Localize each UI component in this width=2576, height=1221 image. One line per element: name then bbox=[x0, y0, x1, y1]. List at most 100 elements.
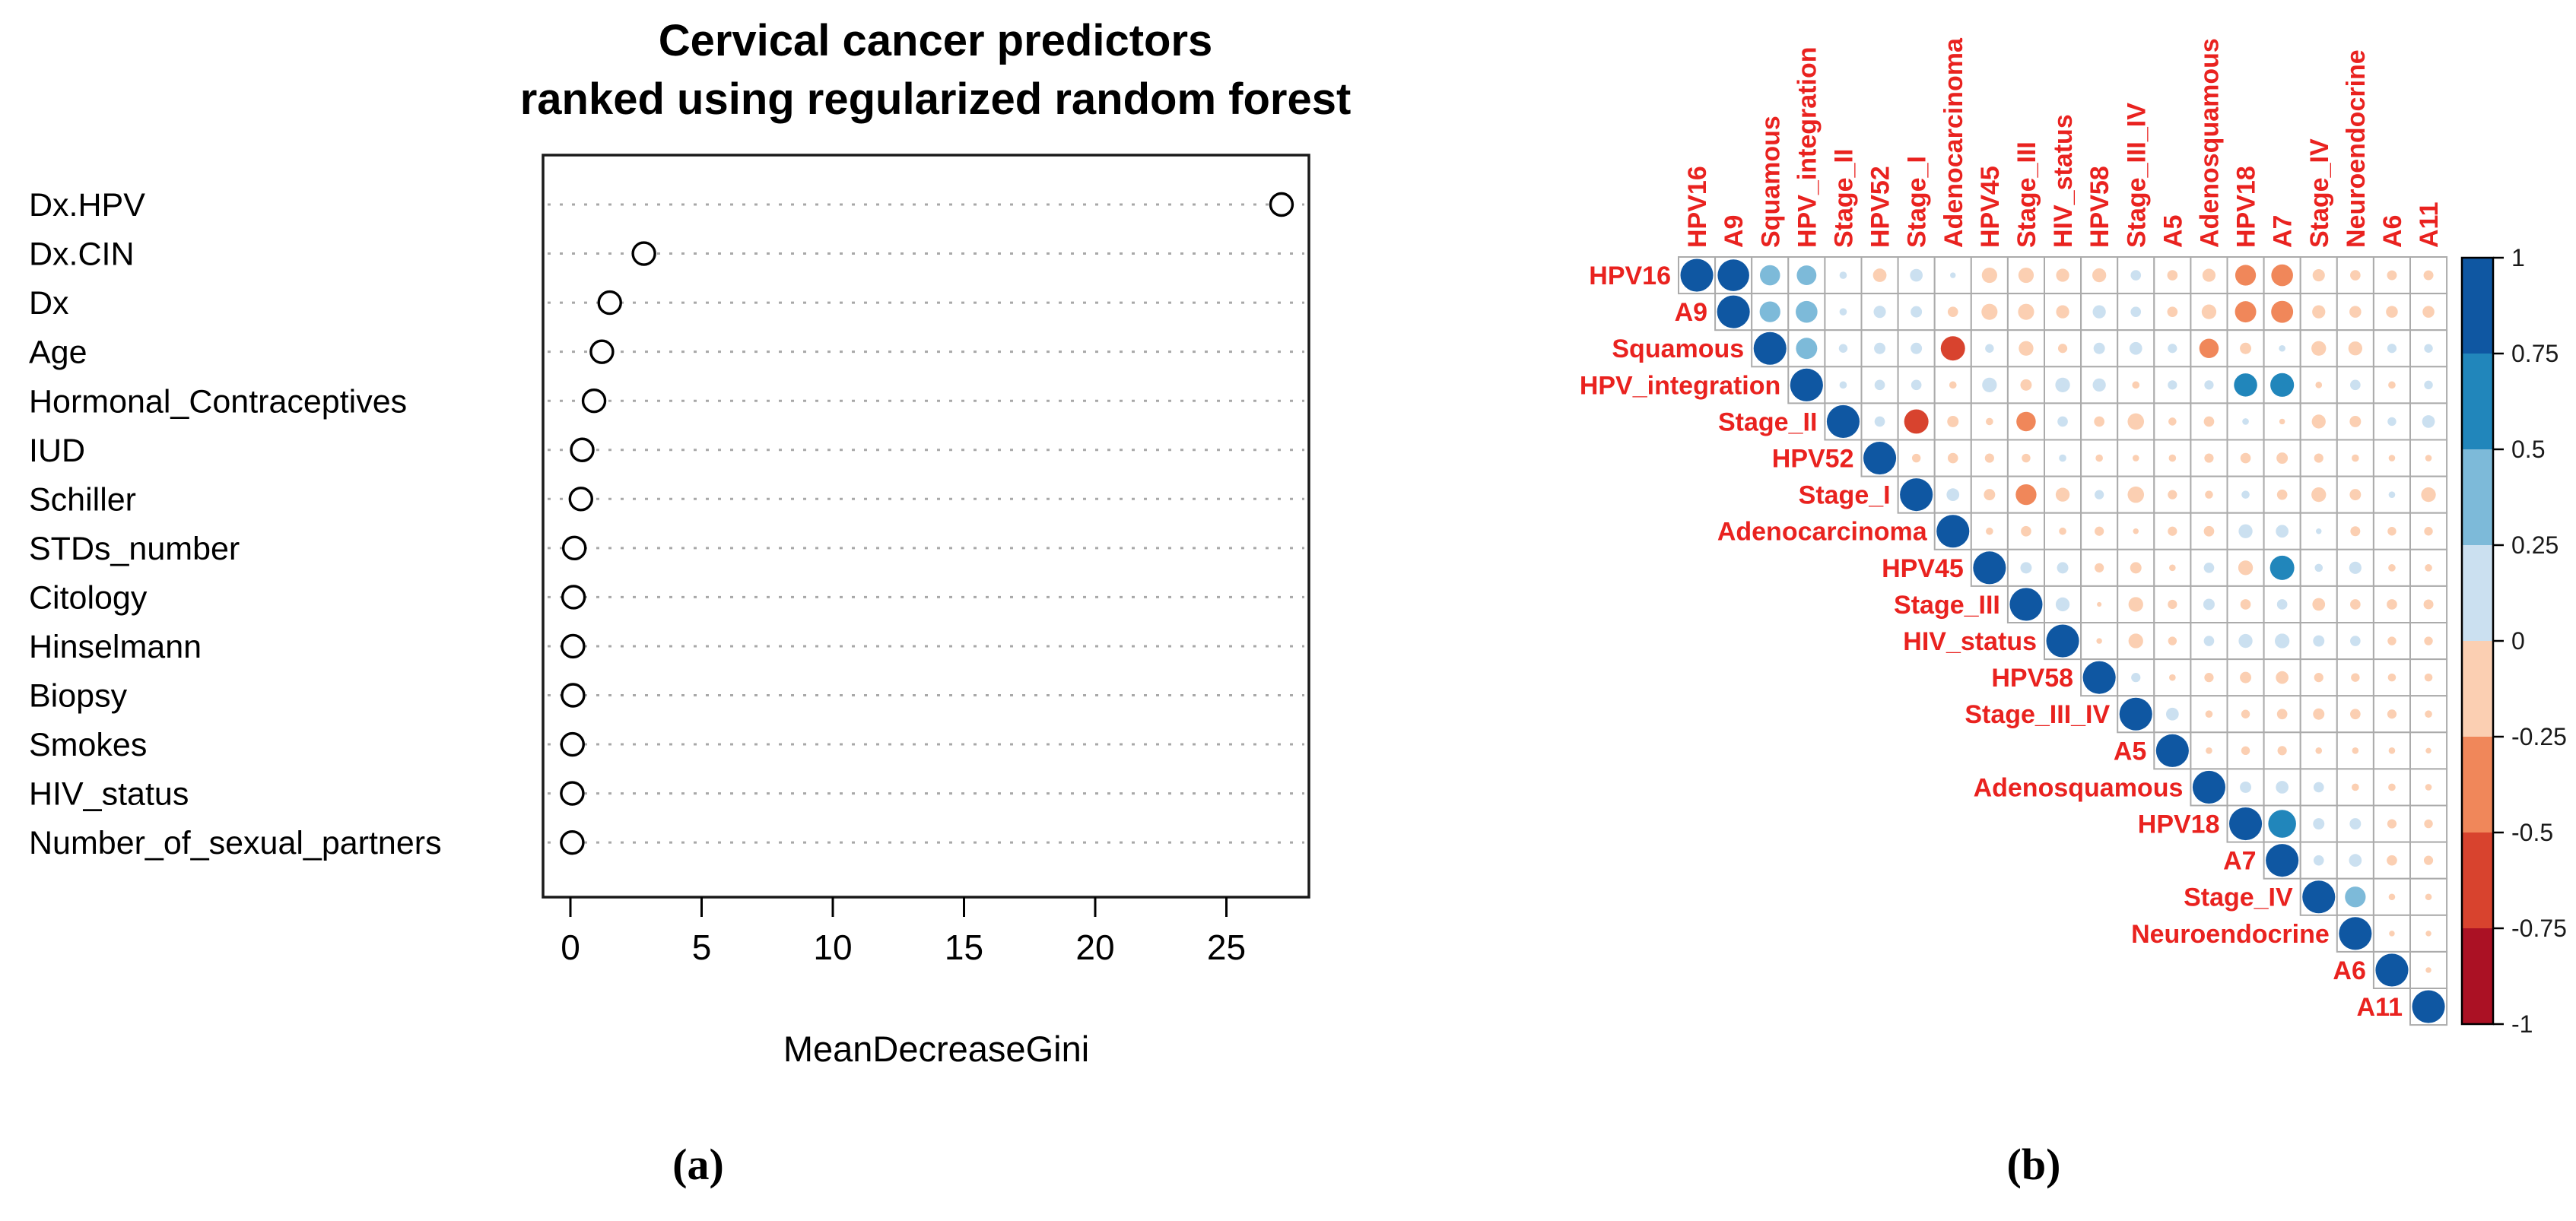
corr-circle bbox=[2422, 306, 2435, 318]
corr-circle bbox=[2421, 487, 2436, 503]
corr-circle bbox=[2277, 746, 2287, 756]
corr-circle bbox=[2235, 265, 2257, 286]
data-point bbox=[560, 781, 585, 806]
corr-circle bbox=[2425, 967, 2431, 973]
corr-circle bbox=[1986, 417, 1993, 426]
corr-circle bbox=[2424, 527, 2433, 536]
corr-circle bbox=[2270, 373, 2295, 397]
corr-circle bbox=[2129, 341, 2142, 355]
colorbar-tick-label: 1 bbox=[2511, 244, 2525, 271]
corr-circle bbox=[2313, 708, 2325, 720]
data-point bbox=[631, 241, 656, 266]
corr-circle bbox=[2057, 344, 2068, 354]
corr-circle bbox=[2241, 709, 2250, 718]
corr-circle bbox=[2234, 373, 2257, 397]
category-label: Dx bbox=[29, 285, 69, 322]
colorbar-tick-label: 0.25 bbox=[2511, 531, 2559, 559]
corr-circle bbox=[2350, 270, 2361, 281]
corr-circle bbox=[1984, 489, 1996, 501]
corr-circle bbox=[2131, 673, 2141, 683]
corr-circle bbox=[2059, 527, 2066, 535]
corr-row-label: A11 bbox=[2357, 993, 2403, 1022]
corr-circle bbox=[2168, 454, 2177, 462]
corr-circle bbox=[2266, 844, 2299, 877]
corr-circle bbox=[2423, 270, 2434, 281]
corr-circle bbox=[1839, 308, 1847, 316]
corr-circle bbox=[2348, 341, 2362, 356]
corr-circle bbox=[2313, 818, 2325, 830]
corr-circle bbox=[2168, 490, 2177, 500]
corr-circle bbox=[2424, 673, 2433, 682]
caption-b: (b) bbox=[2006, 1140, 2061, 1189]
corr-circle bbox=[2092, 305, 2106, 319]
corr-circle bbox=[2204, 453, 2214, 463]
category-label: Hormonal_Contraceptives bbox=[29, 383, 407, 420]
colorbar-tick-label: -1 bbox=[2511, 1010, 2533, 1038]
corr-circle bbox=[1900, 478, 1933, 512]
corr-row-label: HPV45 bbox=[1882, 554, 1964, 583]
corr-circle bbox=[1839, 271, 1847, 279]
corr-circle bbox=[2412, 990, 2445, 1023]
colorbar-tick-label: 0 bbox=[2511, 627, 2525, 655]
corr-circle bbox=[2425, 564, 2432, 572]
corr-circle bbox=[2424, 380, 2433, 390]
corr-circle bbox=[2350, 709, 2361, 720]
category-label: Citology bbox=[29, 579, 148, 616]
corr-circle bbox=[2276, 599, 2288, 610]
corr-circle bbox=[2315, 747, 2323, 754]
corr-circle bbox=[2203, 416, 2215, 427]
corr-circle bbox=[2388, 491, 2396, 498]
corr-circle bbox=[2235, 301, 2257, 323]
corr-circle bbox=[1874, 379, 1885, 391]
corr-circle bbox=[1947, 452, 1958, 464]
colorbar-tick-label: -0.75 bbox=[2511, 915, 2567, 942]
corr-circle bbox=[2316, 528, 2322, 534]
corr-col-label: A7 bbox=[2269, 215, 2298, 248]
corr-row-label: HPV18 bbox=[2138, 810, 2220, 839]
dotchart-panel: Dx.HPV Dx.CIN Dx Age Hormonal_Contraceptives… bbox=[29, 154, 1310, 967]
corr-col-label: HPV18 bbox=[2232, 166, 2261, 248]
corr-circle bbox=[1874, 416, 1885, 427]
corr-circle bbox=[2167, 306, 2178, 317]
plot-box bbox=[542, 154, 1310, 899]
category-label: Hinselmann bbox=[29, 629, 202, 665]
corr-circle bbox=[2387, 599, 2397, 610]
corr-circle bbox=[2388, 381, 2396, 389]
corr-circle bbox=[1982, 377, 1997, 392]
corr-circle bbox=[1911, 306, 1923, 318]
corr-circle bbox=[1973, 551, 2006, 585]
corr-circle bbox=[2425, 931, 2431, 937]
category-label: HIV_status bbox=[29, 776, 189, 813]
corr-circle bbox=[2094, 416, 2104, 427]
corr-circle bbox=[2271, 264, 2293, 287]
corr-circle bbox=[2425, 455, 2432, 461]
corr-circle bbox=[2020, 379, 2032, 391]
corr-col-label: HIV_status bbox=[2049, 114, 2078, 248]
corr-circle bbox=[1874, 342, 1886, 354]
corr-circle bbox=[2095, 526, 2104, 536]
corr-circle bbox=[2199, 338, 2219, 358]
data-point bbox=[568, 487, 593, 512]
corr-circle bbox=[2205, 710, 2213, 718]
corr-row-label: Adenocarcinoma bbox=[1717, 518, 1928, 547]
corr-circle bbox=[2425, 747, 2431, 754]
corr-circle bbox=[1872, 268, 1887, 282]
data-point bbox=[589, 339, 615, 364]
corr-circle bbox=[2276, 525, 2289, 538]
corr-circle bbox=[2093, 342, 2105, 354]
corr-col-label: A6 bbox=[2378, 215, 2407, 248]
colorbar-band bbox=[2462, 928, 2493, 1024]
data-point bbox=[561, 683, 586, 708]
data-point bbox=[561, 535, 587, 561]
corr-row-label: HIV_status bbox=[1903, 627, 2037, 656]
colorbar-band bbox=[2462, 354, 2493, 449]
corr-circle bbox=[2314, 453, 2323, 463]
corr-circle bbox=[1838, 344, 1848, 353]
corr-circle bbox=[2350, 599, 2361, 610]
corr-circle bbox=[2168, 380, 2177, 390]
corr-circle bbox=[2352, 454, 2359, 462]
corr-circle bbox=[2203, 636, 2215, 646]
corr-circle bbox=[1947, 306, 1958, 317]
corr-col-label: Stage_III bbox=[2012, 141, 2041, 248]
colorbar-tick-label: 0.5 bbox=[2511, 436, 2545, 463]
